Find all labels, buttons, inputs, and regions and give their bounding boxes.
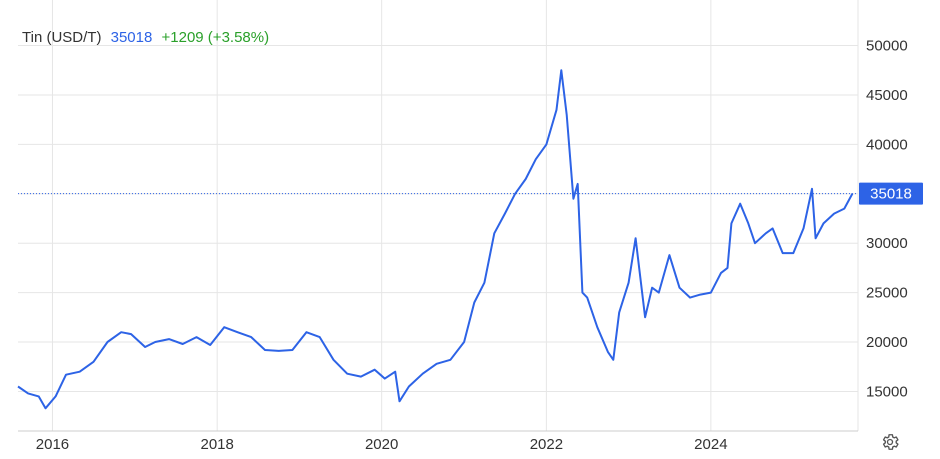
y-tick-label: 50000 xyxy=(866,38,908,55)
legend-instrument-name: Tin (USD/T) xyxy=(22,29,102,46)
price-tag-box xyxy=(859,182,923,205)
y-tick-label: 20000 xyxy=(866,334,908,351)
x-tick-label: 2024 xyxy=(694,436,727,453)
y-tick-label: 30000 xyxy=(866,235,908,252)
y-tick-label: 45000 xyxy=(866,87,908,104)
x-tick-label: 2018 xyxy=(200,436,233,453)
x-tick-label: 2022 xyxy=(530,436,563,453)
series-line-0 xyxy=(17,69,854,410)
legend-last-price: 35018 xyxy=(110,29,153,46)
y-tick-label: 40000 xyxy=(866,136,908,153)
price-tag-label: 35018 xyxy=(870,186,912,203)
x-tick-label: 2016 xyxy=(36,436,69,453)
gear-icon-glyph xyxy=(882,434,899,450)
y-tick-label: 15000 xyxy=(866,383,908,400)
legend: Tin (USD/T) 35018 +1209 (+3.58%) xyxy=(22,29,274,46)
x-tick-label: 2020 xyxy=(365,436,398,453)
legend-price-change: +1209 (+3.58%) xyxy=(161,29,270,46)
y-tick-label: 25000 xyxy=(866,285,908,302)
gear-icon[interactable] xyxy=(880,432,900,452)
